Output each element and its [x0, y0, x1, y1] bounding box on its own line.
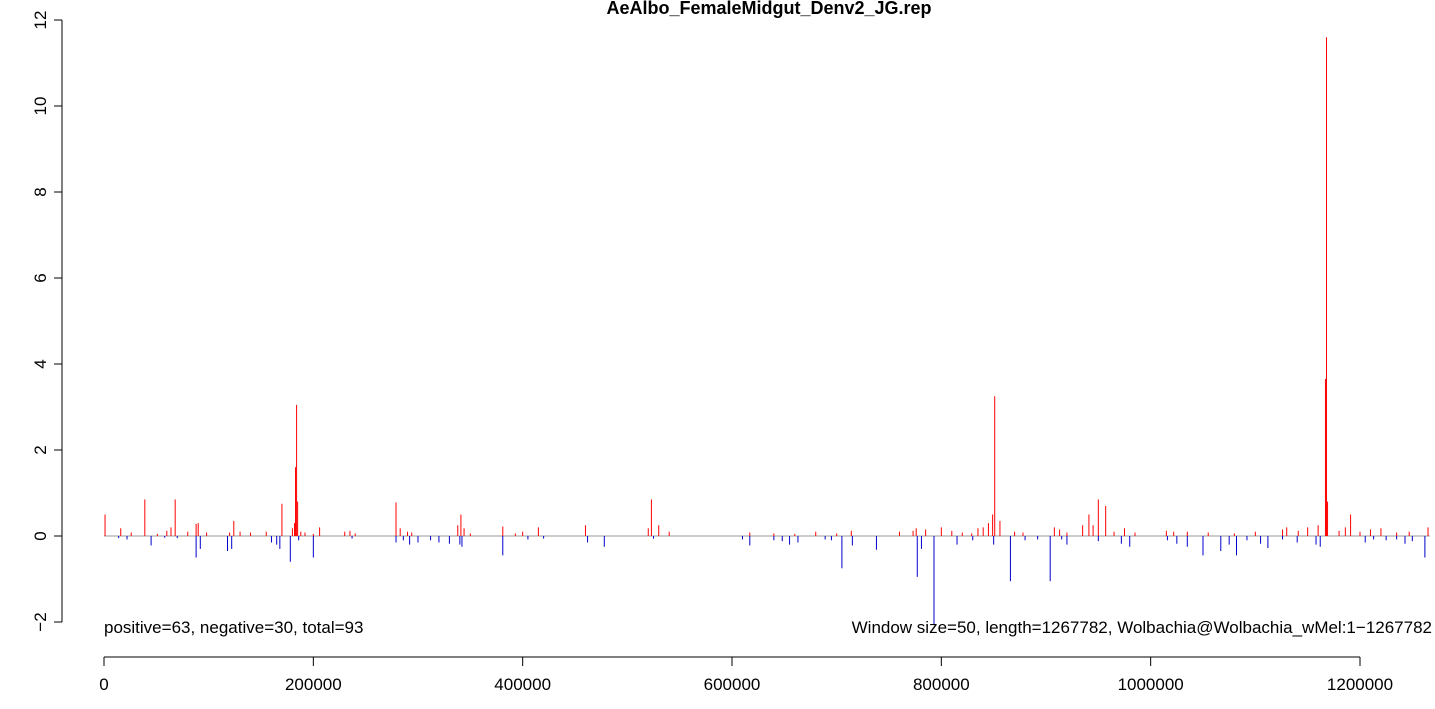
x-tick-label: 200000 — [285, 675, 342, 694]
y-tick-label: 6 — [31, 273, 50, 282]
x-tick-label: 600000 — [704, 675, 761, 694]
x-tick-label: 1000000 — [1118, 675, 1184, 694]
chart-title: AeAlbo_FemaleMidgut_Denv2_JG.rep — [606, 0, 931, 18]
y-tick-label: 0 — [31, 531, 50, 540]
negative-bars — [118, 536, 1426, 625]
y-tick-label: 8 — [31, 187, 50, 196]
x-axis: 0 200000 400000 600000 800000 1000000 1200000 — [99, 656, 1393, 694]
x-tick-label: 0 — [99, 675, 108, 694]
x-tick-label: 400000 — [494, 675, 551, 694]
y-tick-label: −2 — [31, 612, 50, 631]
y-tick-label: 10 — [31, 97, 50, 116]
x-tick-label: 800000 — [913, 675, 970, 694]
y-tick-label: 12 — [31, 11, 50, 30]
y-tick-label: 2 — [31, 445, 50, 454]
x-tick-label: 1200000 — [1327, 675, 1393, 694]
y-tick-label: 4 — [31, 359, 50, 368]
y-axis: −2 0 2 4 6 8 10 12 — [31, 11, 63, 632]
annotation-counts: positive=63, negative=30, total=93 — [104, 618, 363, 637]
positive-bars — [104, 37, 1429, 536]
annotation-window-info: Window size=50, length=1267782, Wolbachi… — [852, 618, 1432, 637]
